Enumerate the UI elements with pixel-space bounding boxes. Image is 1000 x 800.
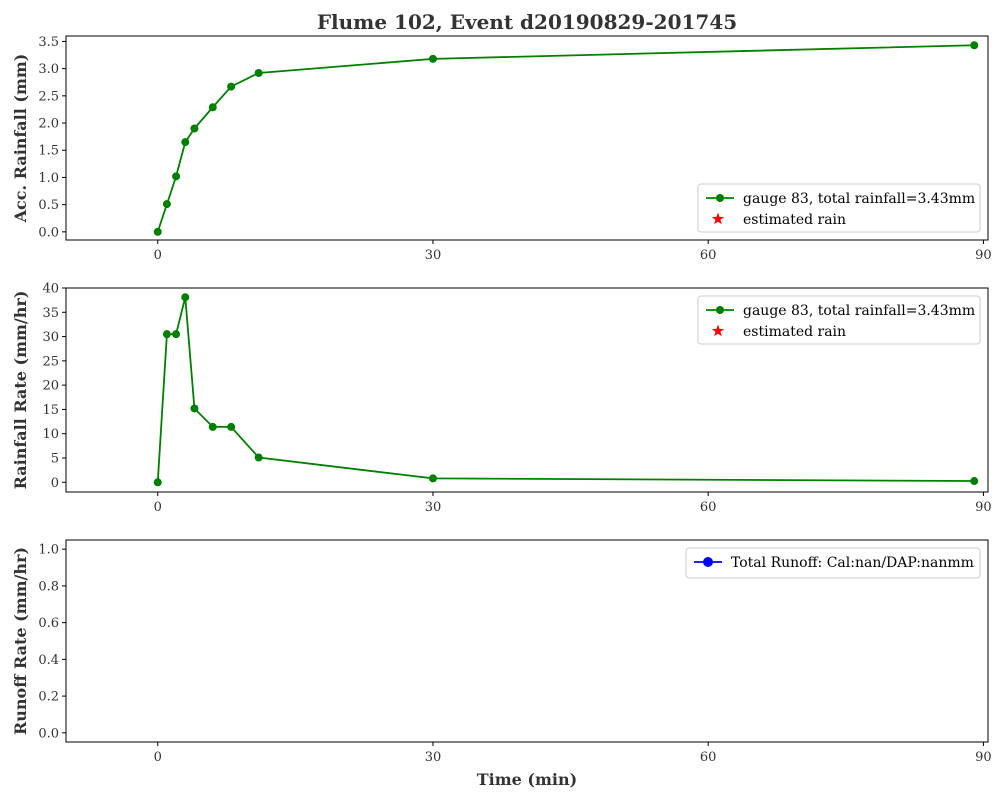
y-tick-label: 1.0	[38, 543, 59, 558]
y-tick-label: 40	[42, 282, 59, 297]
plot-frame	[65, 35, 989, 241]
legend-entry: estimated rain	[743, 324, 846, 340]
legend-entry: Total Runoff: Cal:nan/DAP:nanmm	[731, 555, 974, 571]
x-tick-label: 30	[425, 750, 442, 765]
y-tick-label: 5	[51, 452, 59, 467]
legend: gauge 83, total rainfall=3.43mm estimated…	[697, 183, 981, 233]
y-tick-label: 30	[42, 330, 59, 345]
data-point	[428, 474, 437, 483]
y-tick-label: 0	[51, 476, 59, 491]
plot-frame	[65, 539, 989, 743]
subplots: 0 30 60 90 0.0 0.5 1.0 1.5 2.0 2.5 3.0 3.5 Acc. Rain…	[11, 35, 992, 789]
x-tick-label: 60	[700, 750, 717, 765]
data-point	[153, 227, 162, 236]
x-tick-label: 90	[975, 750, 992, 765]
legend-box	[697, 183, 981, 233]
x-tick-label: 60	[700, 500, 717, 515]
x-tick-label: 90	[975, 500, 992, 515]
x-tick-label: 0	[154, 750, 162, 765]
y-axis-label: Runoff Rate (mm/hr)	[11, 547, 30, 735]
plot-frame	[65, 287, 989, 493]
legend-box	[685, 547, 981, 579]
y-tick-label: 0.8	[38, 579, 59, 594]
data-point	[162, 330, 171, 339]
x-tick-label: 0	[154, 248, 162, 263]
y-tick-label: 0.2	[38, 690, 59, 705]
y-tick-label: 10	[42, 427, 59, 442]
subplot-1: 0 30 60 90 0.0 0.5 1.0 1.5 2.0 2.5 3.0 3.5 Acc. Rain…	[11, 35, 992, 263]
y-axis-label: Rainfall Rate (mm/hr)	[11, 291, 30, 490]
data-point	[428, 54, 437, 63]
y-tick-label: 3.5	[38, 35, 59, 50]
data-point	[181, 293, 190, 302]
data-point	[190, 404, 199, 413]
legend: gauge 83, total rainfall=3.43mm estimated…	[697, 295, 981, 345]
y-tick-label: 2.5	[38, 89, 59, 104]
y-axis-label: Acc. Rainfall (mm)	[11, 54, 30, 224]
series-line	[156, 44, 975, 233]
x-axis-label: Time (min)	[477, 770, 577, 789]
data-point	[172, 330, 181, 339]
y-tick-label: 0.0	[38, 225, 59, 240]
y-tick-label: 0.0	[38, 726, 59, 741]
x-tick-label: 30	[425, 500, 442, 515]
data-point	[254, 68, 263, 77]
y-tick-label: 3.0	[38, 62, 59, 77]
legend-marker-star	[711, 212, 725, 225]
x-tick-label: 30	[425, 248, 442, 263]
y-tick-label: 25	[42, 354, 59, 369]
y-tick-label: 1.0	[38, 171, 59, 186]
data-point	[190, 124, 199, 133]
legend-marker	[716, 194, 724, 202]
data-point	[162, 200, 171, 209]
subplot-2: 0 30 60 90 0 5 10 15 20 25 30 35 40 Rainfall Rate (mm…	[11, 282, 992, 516]
legend-box	[697, 295, 981, 345]
legend-marker	[703, 557, 713, 567]
y-tick-label: 0.5	[38, 198, 59, 213]
data-point	[153, 478, 162, 487]
data-point	[208, 103, 217, 112]
y-tick-label: 0.6	[38, 616, 59, 631]
y-tick-label: 2.0	[38, 117, 59, 132]
data-point	[208, 422, 217, 431]
x-tick-label: 0	[154, 500, 162, 515]
data-point	[970, 477, 979, 486]
x-tick-label: 90	[975, 248, 992, 263]
series-line	[156, 297, 975, 483]
y-tick-label: 0.4	[38, 653, 59, 668]
y-tick-label: 20	[42, 379, 59, 394]
y-tick-label: 35	[42, 306, 59, 321]
data-point	[172, 172, 181, 181]
data-point	[227, 82, 236, 91]
legend-entry: gauge 83, total rainfall=3.43mm	[743, 191, 975, 207]
legend: Total Runoff: Cal:nan/DAP:nanmm	[685, 547, 981, 579]
x-tick-label: 60	[700, 248, 717, 263]
data-point	[181, 138, 190, 147]
figure-title: Flume 102, Event d20190829-201745	[317, 10, 737, 34]
legend-marker-star	[711, 324, 725, 337]
legend-marker	[716, 306, 724, 314]
y-tick-label: 15	[42, 403, 59, 418]
data-point	[254, 453, 263, 462]
y-tick-label: 1.5	[38, 144, 59, 159]
legend-entry: estimated rain	[743, 212, 846, 228]
data-point	[227, 422, 236, 431]
data-point	[970, 41, 979, 50]
legend-entry: gauge 83, total rainfall=3.43mm	[743, 303, 975, 319]
subplot-3: 0 30 60 90 0.0 0.2 0.4 0.6 0.8 1.0 Runoff Rate (mm…	[11, 539, 992, 789]
